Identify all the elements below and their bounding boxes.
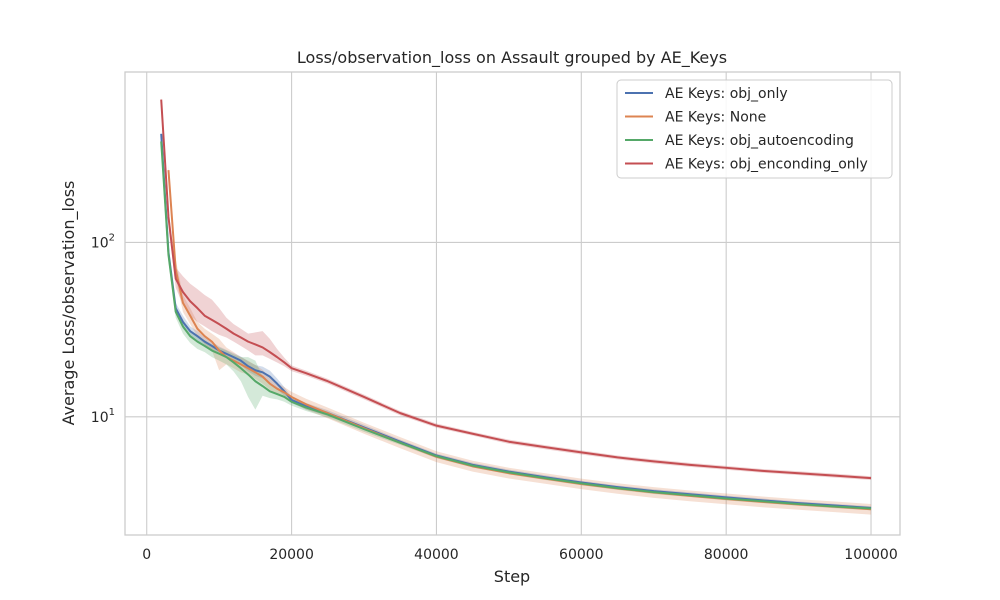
series-band-3 [161,97,872,481]
chart-title: Loss/observation_loss on Assault grouped… [297,48,727,68]
y-axis-label: Average Loss/observation_loss [59,181,79,426]
legend-label: AE Keys: obj_autoencoding [665,133,854,149]
legend-box [616,79,893,179]
x-tick-label: 60000 [559,547,604,563]
series-band-0 [161,130,872,510]
legend-label: AE Keys: obj_only [665,86,788,102]
legend: AE Keys: obj_only AE Keys: None AE Keys: o… [616,79,893,179]
series-line-2 [160,141,872,510]
x-tick-label: 80000 [704,547,749,563]
series-group [160,97,872,515]
x-tick-label: 0 [142,547,151,563]
y-tick-label: 102 [91,232,115,251]
x-tick-label: 40000 [414,547,459,563]
legend-label: AE Keys: obj_enconding_only [665,157,868,173]
x-tick-label: 100000 [844,547,897,563]
plot-frame [124,71,901,536]
series-line-3 [160,99,872,480]
y-tick-label: 101 [91,407,115,426]
legend-label: AE Keys: None [665,110,766,126]
x-tick-label: 20000 [269,547,314,563]
x-axis-label: Step [494,567,530,586]
